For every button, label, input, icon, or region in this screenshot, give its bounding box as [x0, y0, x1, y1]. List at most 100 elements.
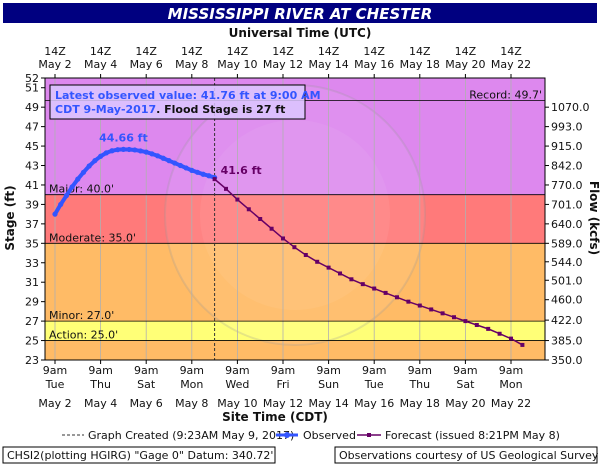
observed-point	[126, 146, 132, 153]
y-right-tick-label: 501.0	[551, 274, 583, 287]
flood-band-moderate	[45, 194, 545, 244]
x-bottom-tick-date: May 4	[84, 397, 117, 410]
forecast-series-line	[214, 178, 523, 346]
y-left-tick-label: 33	[25, 257, 39, 270]
y-left-tick-label: 49	[25, 101, 39, 114]
forecast-point	[395, 295, 399, 300]
x-bottom-tick-time: 9am	[408, 364, 432, 377]
observed-point	[58, 201, 64, 208]
x-bottom-tick-time: 9am	[88, 364, 112, 377]
observed-point	[92, 158, 98, 164]
observed-point	[155, 153, 161, 159]
y-right-tick-label: 544.0	[551, 256, 583, 269]
x-bottom-tick-dow: Fri	[276, 378, 289, 391]
observed-point	[160, 155, 166, 161]
y-right-axis-title: Flow (kcfs)	[587, 181, 600, 255]
flood-band-minor	[45, 243, 545, 322]
x-bottom-tick-dow: Thu	[89, 378, 111, 391]
forecast-point	[520, 342, 525, 347]
footer-credit-text: Observations courtesy of US Geological S…	[339, 449, 599, 462]
x-bottom-tick-time: 9am	[43, 364, 67, 377]
x-bottom-tick-time: 9am	[362, 364, 386, 377]
footer: CHSI2(plotting HGIRG) "Gage 0" Datum: 34…	[2, 446, 599, 464]
x-top-tick-date: May 14	[308, 58, 348, 71]
observed-point	[189, 167, 195, 173]
x-bottom-tick-dow: Mon	[180, 378, 203, 391]
y-right-tick-label: 701.0	[551, 198, 583, 211]
x-bottom-tick-dow: Sat	[137, 378, 156, 391]
y-left-axis-title: Stage (ft)	[3, 185, 17, 250]
watermark-inner	[200, 120, 390, 310]
forecast-point	[417, 303, 422, 308]
forecast-point	[212, 177, 217, 182]
info-line-1: Latest observed value: 41.76 ft at 9:00 …	[55, 89, 321, 102]
observed-point	[103, 150, 109, 156]
y-left-tick-label: 37	[25, 218, 39, 231]
forecast-point	[474, 322, 479, 327]
forecast-point	[486, 326, 491, 331]
observed-point	[63, 193, 69, 199]
forecast-point	[463, 319, 468, 324]
forecast-point	[258, 217, 263, 221]
crest-label: 44.66 ft	[99, 131, 148, 144]
threshold-label-action: Action: 25.0'	[49, 329, 118, 342]
observed-point	[120, 146, 126, 152]
observed-point	[177, 162, 183, 169]
x-top-tick-date: May 12	[263, 58, 303, 71]
x-top-tick-time: 14Z	[272, 45, 294, 58]
x-top-tick-time: 14Z	[135, 45, 157, 58]
observed-point	[183, 165, 189, 171]
x-top-tick-time: 14Z	[363, 45, 385, 58]
footer-datum-text: CHSI2(plotting HGIRG) "Gage 0" Datum: 34…	[7, 449, 273, 462]
y-left-tick-label: 31	[25, 276, 39, 289]
x-bottom-tick-dow: Sun	[318, 378, 339, 391]
x-bottom-tick-date: May 16	[354, 397, 394, 410]
x-bottom-tick-time: 9am	[499, 364, 523, 377]
forecast-point	[406, 299, 411, 304]
y-left-tick-label: 43	[25, 160, 39, 173]
y-right-tick-label: 350.0	[551, 354, 583, 367]
forecast-point	[292, 245, 297, 250]
forecast-point	[452, 315, 456, 320]
observed-point	[166, 158, 172, 164]
forecast-point	[497, 331, 502, 336]
y-right-tick-label: 770.0	[551, 179, 583, 192]
legend-observed-marker	[284, 432, 290, 438]
x-top-tick-time: 14Z	[409, 45, 431, 58]
footer-right-box	[334, 446, 598, 464]
footer-left-box	[2, 446, 276, 464]
threshold-label-major: Major: 40.0'	[49, 183, 114, 196]
x-bottom-tick-time: 9am	[271, 364, 295, 377]
x-top-tick-date: May 18	[400, 58, 440, 71]
x-bottom-tick-dow: Sat	[456, 378, 475, 391]
x-top-tick-time: 14Z	[500, 45, 522, 58]
forecast-point	[224, 186, 228, 191]
forecast-start-label: 41.6 ft	[221, 164, 262, 177]
x-top-tick-time: 14Z	[318, 45, 340, 58]
y-left-tick-label: 47	[25, 121, 39, 134]
x-bottom-tick-time: 9am	[225, 364, 249, 377]
x-bottom-tick-date: May 6	[130, 397, 163, 410]
x-top-tick-date: May 10	[217, 58, 257, 71]
forecast-point	[440, 311, 445, 316]
legend: Graph Created (9:23AM May 9, 2017) Observ…	[62, 429, 560, 442]
y-right-tick-label: 422.0	[551, 314, 583, 327]
forecast-point	[372, 286, 377, 291]
legend-forecast-label: Forecast (issued 8:21PM May 8)	[385, 429, 560, 442]
legend-graph-created-label: Graph Created (9:23AM May 9, 2017)	[88, 429, 294, 442]
x-bottom-tick-dow: Wed	[225, 378, 249, 391]
y-right-tick-label: 993.0	[551, 121, 583, 134]
forecast-point	[383, 290, 388, 295]
x-top-tick-date: May 8	[175, 58, 208, 71]
x-top-tick-time: 14Z	[227, 45, 249, 58]
x-bottom-tick-dow: Thu	[408, 378, 430, 391]
x-top-tick-time: 14Z	[90, 45, 112, 58]
record-label: Record: 49.7'	[469, 88, 542, 101]
y-right-tick-label: 842.0	[551, 160, 583, 173]
legend-forecast-marker	[367, 433, 371, 437]
y-left-tick-label: 41	[25, 179, 39, 192]
x-bottom-tick-time: 9am	[134, 364, 158, 377]
y-left-tick-label: 35	[25, 237, 39, 250]
y-right-tick-label: 589.0	[551, 237, 583, 250]
